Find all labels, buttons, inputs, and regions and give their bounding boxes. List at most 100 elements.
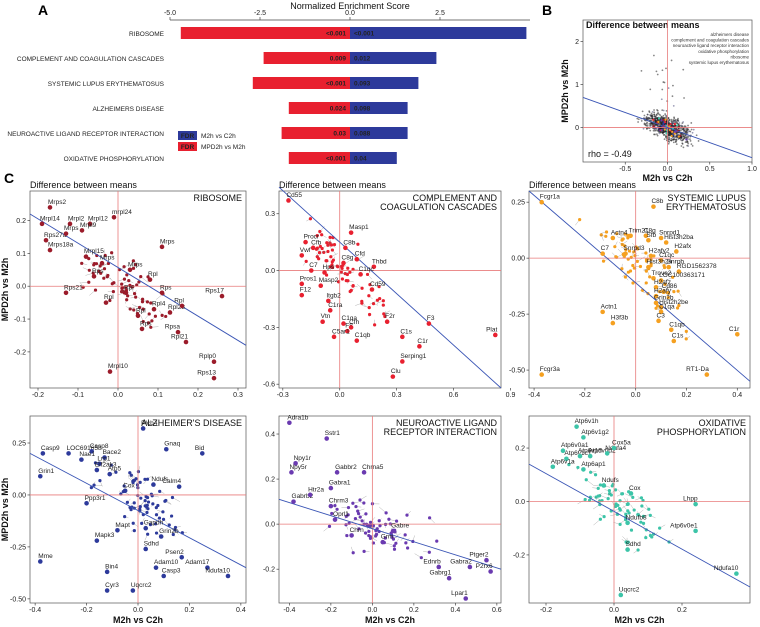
subplot-labelled-point: [308, 268, 314, 273]
subplot-title: RIBOSOME: [193, 193, 242, 203]
subplot-point: [671, 275, 675, 279]
subplot-labelled-point: [653, 293, 659, 299]
subplot-xtick-label: -0.4: [528, 392, 540, 399]
subplot-point: [103, 253, 107, 258]
subplot-labelled-point: [574, 424, 579, 429]
subplot-ytick-label: 0.2: [16, 218, 26, 225]
subplot-point: [146, 275, 150, 279]
subplot-labelled-point: [539, 372, 545, 377]
subplot-point-label: Cfd: [355, 251, 366, 258]
chart-a-legend-label: M2h vs C2h: [201, 133, 236, 140]
chart-a-fdr-label: 0.088: [354, 131, 371, 138]
subplot-point: [145, 510, 149, 515]
subplot-point: [348, 289, 352, 294]
subplot-point: [122, 265, 126, 269]
subplot-point-label: Casp3: [162, 567, 181, 574]
subplot-title-line: NEUROACTIVE LIGAND: [396, 418, 498, 428]
subplot-labelled-point: [67, 221, 73, 227]
subplot-point: [157, 516, 162, 520]
subplot-point-label: Procr: [304, 234, 320, 241]
subplot-point: [87, 280, 91, 284]
subplot-point: [598, 517, 603, 521]
subplot-point-label: Rpl: [124, 284, 134, 291]
chart-b-point: [651, 111, 654, 113]
subplot-point: [304, 259, 308, 263]
chart-b-point: [675, 133, 678, 136]
subplot-labelled-point: [94, 467, 100, 473]
subplot-labelled-point: [328, 485, 334, 491]
chart-b-point: [684, 136, 687, 139]
chart-b-point: [675, 143, 678, 146]
subplot-xtick-label: 0.0: [367, 607, 377, 614]
subplot-point: [641, 514, 646, 518]
subplot-point: [93, 461, 98, 465]
subplot-point-label: F2r: [385, 313, 396, 320]
subplot-point-label: Rps17: [205, 288, 224, 295]
subplot-labelled-point: [446, 575, 452, 581]
subplot-point-label: C5ar1: [332, 328, 350, 335]
subplot-point: [381, 303, 385, 307]
subplot-point: [632, 266, 636, 270]
subplot-point: [111, 289, 115, 294]
subplot-point: [125, 273, 129, 277]
subplot-point-label: Cox: [629, 485, 641, 492]
subplot-point: [330, 248, 334, 252]
subplot-labelled-point: [625, 520, 630, 526]
subplot-labelled-point: [130, 588, 136, 593]
chart-b-point: [689, 140, 692, 142]
subplot-labelled-point: [303, 239, 308, 245]
chart-b-point: [684, 141, 687, 143]
chart-b-point: [656, 119, 659, 121]
chart-b-point: [670, 139, 673, 142]
subplot-point: [331, 258, 335, 262]
chart-b-point: [659, 125, 662, 128]
subplot-point: [614, 255, 618, 259]
chart-a-fdr-label: <0.001: [326, 156, 346, 163]
subplot-point: [584, 478, 588, 482]
subplot-point: [644, 269, 648, 273]
subplot-ytick-label: 0.25: [12, 441, 26, 448]
subplot-labelled-point: [658, 235, 664, 241]
subplot-labelled-point: [320, 319, 325, 325]
chart-b-point: [648, 111, 651, 114]
subplot-point: [138, 507, 142, 511]
chart-b-point: [667, 142, 670, 145]
subplot-point: [340, 277, 345, 281]
chart-b-point-cloud: [636, 54, 700, 149]
subplot-point-label: Hps: [323, 264, 335, 271]
panel-label-b: B: [542, 2, 552, 18]
subplot-labelled-point: [225, 573, 231, 579]
subplot-point-label: Atp6v1a: [551, 458, 575, 465]
subplot-subtitle: Difference between means: [30, 180, 137, 190]
chart-b-xtick-label: -0.5: [619, 166, 631, 173]
subplot-point: [154, 513, 159, 517]
subplot-point: [315, 246, 319, 250]
subplot-labelled-point: [79, 457, 84, 462]
subplot-labelled-point: [581, 467, 586, 472]
subplot-point-label: Actn4: [611, 230, 628, 237]
chart-a-bar: [180, 27, 350, 39]
chart-b-point: [674, 141, 677, 143]
subplot-xtick-label: -0.2: [540, 607, 552, 614]
subplot-ytick-label: 0.2: [265, 477, 275, 484]
subplot-point: [618, 508, 622, 512]
subplot-point-label: Mme: [38, 553, 53, 560]
chart-b-point: [672, 138, 674, 141]
subplot-point: [161, 510, 165, 514]
subplot-labelled-point: [539, 199, 545, 205]
chart-a-fdr-label: 0.098: [354, 106, 371, 113]
chart-b-pathway-point: [657, 117, 661, 120]
subplot-point: [613, 504, 618, 509]
subplot-dense-points: [567, 461, 674, 554]
subplot-point: [114, 470, 118, 474]
subplot-title-line: RECEPTOR INTERACTION: [384, 427, 497, 437]
subplot-labelled-point: [564, 456, 569, 462]
subplot-point: [329, 255, 333, 259]
subplot-point-label: Casp8: [90, 443, 109, 450]
chart-b-pathway-point: [670, 134, 673, 138]
chart-b-point: [690, 128, 693, 131]
subplot-xtick-label: 0.3: [392, 392, 402, 399]
subplot-fit-line: [528, 190, 751, 382]
chart-b-title: Difference between means: [586, 20, 700, 30]
subplot-point: [146, 532, 150, 536]
